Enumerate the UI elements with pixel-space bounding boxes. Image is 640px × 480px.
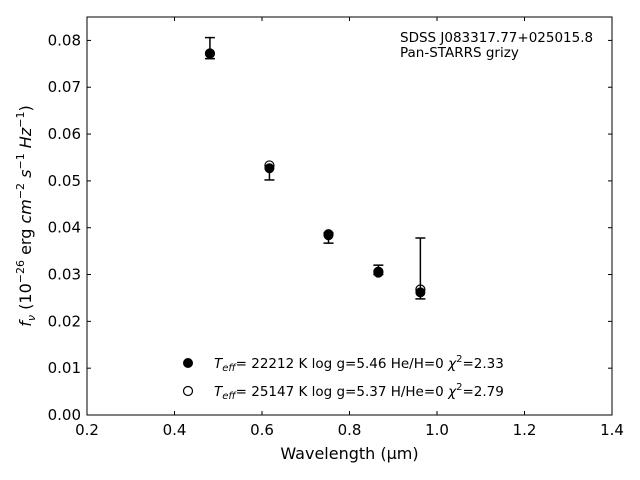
y-tick-label: 0.04 [48,219,81,237]
y-tick-label: 0.02 [48,312,81,330]
x-tick-label: 0.4 [163,421,187,439]
x-axis-label: Wavelength (μm) [280,444,418,463]
x-tick-label: 0.6 [250,421,274,439]
x-tick-label: 1.4 [600,421,624,439]
y-tick-label: 0.01 [48,359,81,377]
model-point-open [323,229,334,240]
model-point-filled [264,163,275,174]
y-tick-label: 0.00 [48,406,81,424]
model-point-filled [415,287,426,298]
x-tick-label: 1.0 [425,421,449,439]
annotation-object-name: SDSS J083317.77+025015.8 [400,30,593,46]
legend-marker-filled [183,358,193,368]
x-tick-label: 0.2 [75,421,99,439]
y-tick-label: 0.08 [48,31,81,49]
y-tick-label: 0.07 [48,78,81,96]
legend-marker-open [182,385,194,397]
x-axis-ticks: 0.2 0.4 0.6 0.8 1.0 1.2 1.4 [75,17,624,439]
y-tick-label: 0.05 [48,172,81,190]
y-tick-label: 0.06 [48,125,81,143]
legend-label-1: Teff= 22212 K log g=5.46 He/H=0 χ2=2.33 [214,354,504,374]
y-axis-label: fν (10−26 erg cm−2 s−1 Hz−1) [14,105,38,326]
x-tick-label: 1.2 [513,421,537,439]
plot-area [86,16,613,416]
annotation-survey: Pan-STARRS grizy [400,45,519,61]
y-axis-ticks: 0.00 0.01 0.02 0.03 0.04 0.05 0.06 0.07 0.08 [48,31,612,424]
legend: Teff= 22212 K log g=5.46 He/H=0 χ2=2.33 … [182,354,504,402]
model-point-open [415,284,426,295]
y-tick-label: 0.03 [48,266,81,284]
data-markers [204,48,426,298]
x-tick-label: 0.8 [338,421,362,439]
model-point-open [264,160,275,171]
model-point-open [373,266,384,277]
legend-label-2: Teff= 25147 K log g=5.37 H/He=0 χ2=2.79 [214,382,504,402]
model-point-open [204,48,216,59]
